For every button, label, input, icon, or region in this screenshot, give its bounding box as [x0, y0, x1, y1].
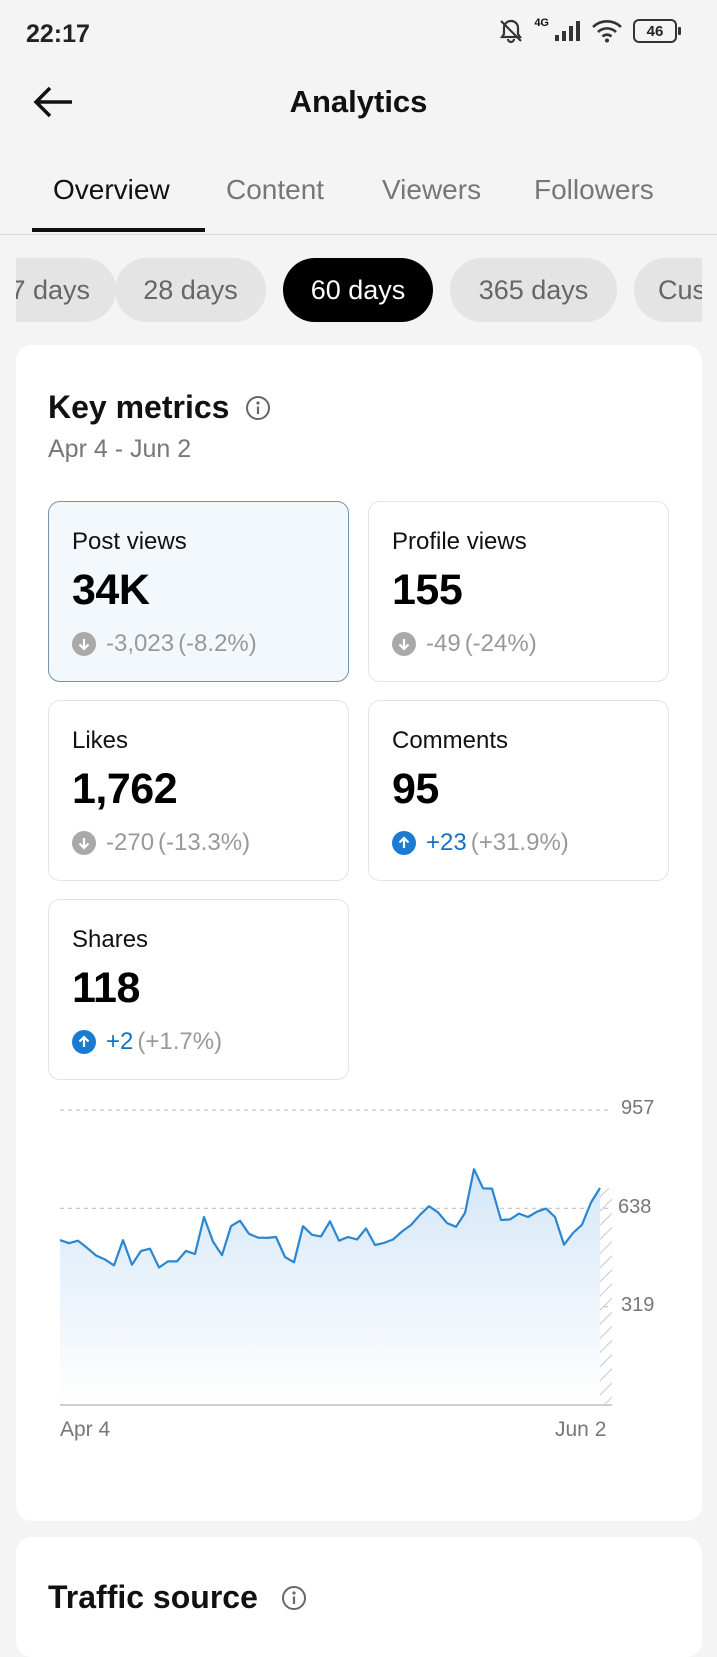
metric-comments[interactable]: Comments 95 +23 (+31.9%) [368, 700, 669, 881]
back-button[interactable] [32, 80, 80, 124]
arrow-down-icon [392, 632, 416, 656]
x-tick-label: Apr 4 [60, 1418, 111, 1441]
arrow-up-icon [392, 831, 416, 855]
arrow-left-icon [33, 86, 72, 118]
metric-change-value: +23 [426, 829, 467, 856]
metric-value: 95 [392, 765, 439, 813]
notifications-muted-icon [500, 19, 523, 44]
status-icons: 4G 46 [498, 17, 681, 44]
metric-change-percent: (-8.2%) [178, 630, 257, 657]
metric-change-percent: (-13.3%) [158, 829, 251, 856]
info-icon[interactable] [245, 395, 271, 421]
date-range-chips: 7 days 28 days 60 days 365 days Custom [16, 258, 702, 322]
metric-post-views[interactable]: Post views 34K -3,023 (-8.2%) [48, 501, 349, 682]
metric-value: 118 [72, 964, 140, 1012]
battery-indicator: 46 [633, 19, 681, 43]
traffic-source-card: Traffic source [16, 1537, 702, 1657]
post-views-chart[interactable]: 957 638 319 Apr 4 Jun 2 [0, 1075, 717, 1475]
metric-profile-views[interactable]: Profile views 155 -49 (-24%) [368, 501, 669, 682]
metric-change: +2 (+1.7%) [72, 1028, 222, 1056]
signal-icon [555, 21, 580, 41]
metric-change-percent: (+31.9%) [470, 829, 569, 856]
metric-label: Shares [72, 926, 149, 953]
metric-change-percent: (+1.7%) [137, 1028, 223, 1055]
metric-value: 34K [72, 566, 150, 614]
chart-area [60, 1169, 600, 1405]
y-tick-label: 319 [621, 1294, 655, 1316]
partial-data-marker [600, 1187, 612, 1405]
metric-value: 155 [392, 566, 463, 614]
tab-overview[interactable]: Overview [53, 174, 170, 205]
chart-svg [59, 1109, 612, 1406]
chart-line [59, 1168, 601, 1269]
metric-change: -3,023 (-8.2%) [72, 630, 257, 658]
metric-label: Profile views [392, 528, 527, 555]
y-tick-label: 957 [621, 1097, 655, 1119]
y-tick-label: 638 [618, 1196, 652, 1218]
metric-label: Likes [72, 727, 129, 754]
x-tick-label: Jun 2 [555, 1418, 607, 1441]
metric-label: Post views [72, 528, 187, 555]
metric-change-value: +2 [106, 1028, 134, 1055]
chip-365-days[interactable]: 365 days [450, 258, 617, 322]
metric-change-percent: (-24%) [464, 630, 537, 657]
metric-change: -270 (-13.3%) [72, 829, 250, 857]
network-label: 4G [534, 17, 549, 29]
tab-content[interactable]: Content [226, 174, 325, 205]
metric-change-value: -49 [426, 630, 461, 657]
arrow-down-icon [72, 632, 96, 656]
arrow-up-icon [72, 1030, 96, 1054]
arrow-down-icon [72, 831, 96, 855]
metric-change: +23 (+31.9%) [392, 829, 569, 857]
key-metrics-title: Key metrics [48, 389, 230, 425]
info-icon[interactable] [281, 1585, 307, 1611]
wifi-icon [592, 20, 622, 43]
chip-7-days[interactable]: 7 days [16, 258, 116, 322]
active-tab-indicator [32, 228, 205, 232]
tab-viewers[interactable]: Viewers [382, 174, 482, 205]
metric-change-value: -270 [106, 829, 155, 856]
chip-60-days[interactable]: 60 days [283, 258, 433, 322]
key-metrics-card: Key metrics Apr 4 - Jun 2 Post views 34K… [16, 345, 702, 1521]
tab-bar: Overview Content Viewers Followers [0, 168, 717, 235]
chip-28-days[interactable]: 28 days [115, 258, 266, 322]
key-metrics-date-range: Apr 4 - Jun 2 [48, 435, 192, 463]
metric-value: 1,762 [72, 765, 178, 813]
status-bar: 22:17 4G 46 [0, 0, 717, 60]
metric-shares[interactable]: Shares 118 +2 (+1.7%) [48, 899, 349, 1080]
metric-likes[interactable]: Likes 1,762 -270 (-13.3%) [48, 700, 349, 881]
metric-change-value: -3,023 [106, 630, 175, 657]
metric-label: Comments [392, 727, 509, 754]
tab-followers[interactable]: Followers [534, 174, 654, 205]
traffic-source-title: Traffic source [48, 1579, 258, 1615]
status-time: 22:17 [26, 20, 90, 48]
metric-change: -49 (-24%) [392, 630, 537, 658]
chip-custom[interactable]: Custom [634, 258, 702, 322]
page-title: Analytics [289, 84, 428, 119]
